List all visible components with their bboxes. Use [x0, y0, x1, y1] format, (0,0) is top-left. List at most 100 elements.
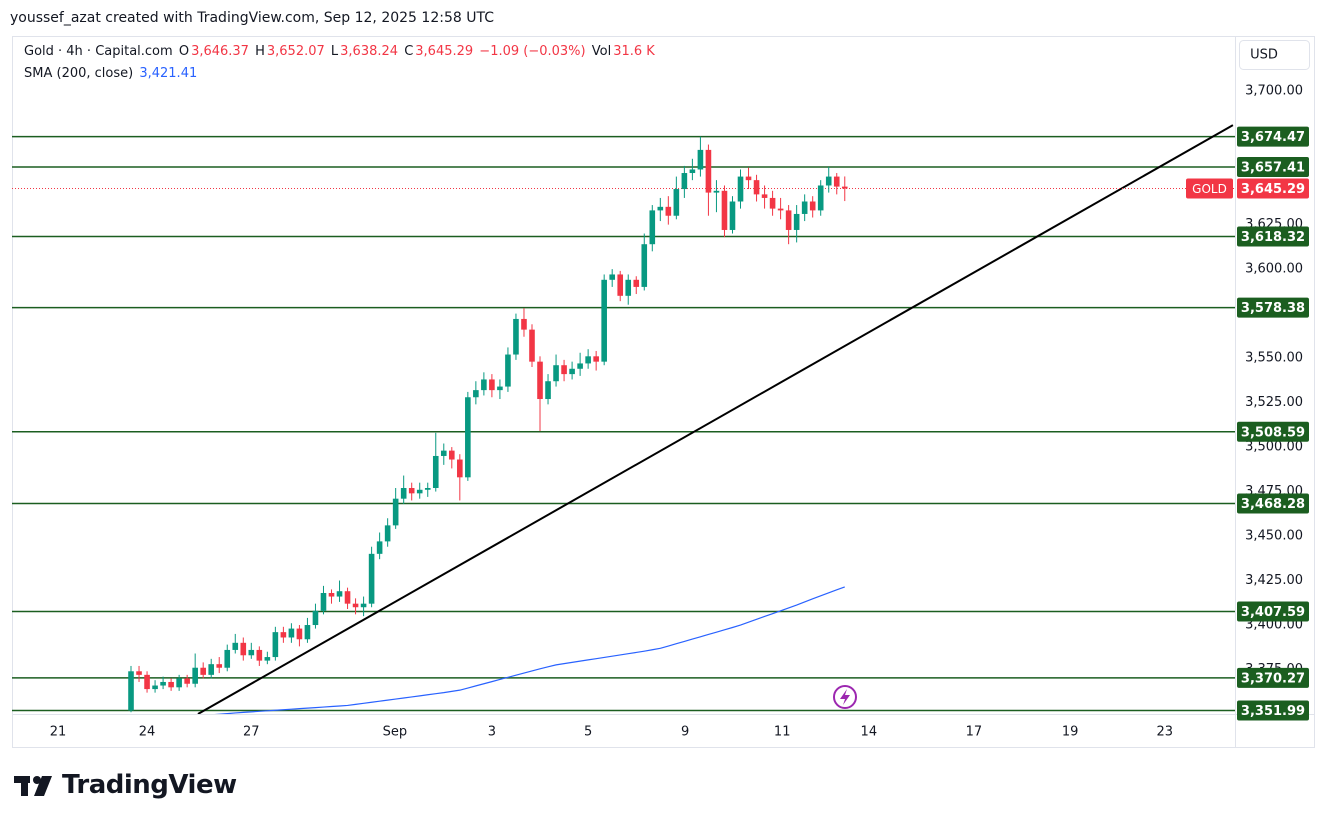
last-price-name-tag [1186, 178, 1233, 199]
candle-body [457, 459, 463, 478]
candle-body [705, 149, 712, 193]
x-tick-label: 11 [774, 725, 791, 740]
candle-body [392, 498, 399, 526]
ohlc-value: 3,645.29 [415, 44, 474, 59]
level-tag [1237, 156, 1309, 177]
candle-body [721, 190, 728, 230]
x-tick-label: 9 [681, 725, 689, 740]
candle-body [785, 210, 792, 230]
candle-body [689, 169, 696, 174]
candle-body [320, 592, 327, 611]
y-tick-label: 3,425.00 [1245, 573, 1303, 588]
candle-body [513, 318, 519, 355]
brand-logo [14, 776, 52, 796]
candle-body [152, 685, 158, 690]
candle-body [328, 592, 335, 597]
volume-key: Vol [591, 44, 612, 59]
candle-body [625, 279, 632, 296]
candle-body [352, 603, 359, 608]
candle-body [288, 628, 295, 638]
candle-body [657, 206, 664, 211]
currency-label: USD [1250, 48, 1278, 63]
candle-body [609, 274, 615, 280]
ohlc-value: 3,638.24 [340, 44, 399, 59]
candle-body [545, 381, 551, 400]
candle-body [681, 173, 688, 190]
candle-body [825, 176, 832, 186]
candle-body [136, 671, 142, 675]
candle-body [489, 379, 495, 391]
candle-body [697, 149, 704, 170]
currency-button[interactable] [1239, 40, 1310, 70]
candle-body [649, 210, 656, 245]
sma-value: 3,421.41 [139, 66, 198, 81]
candle-body [497, 386, 503, 391]
alert-icon [833, 685, 857, 709]
level-tag-label: 3,407.59 [1241, 605, 1305, 620]
candle-body [344, 591, 351, 604]
level-tag-label: 3,351.99 [1241, 704, 1305, 719]
x-tick-label: 3 [488, 725, 496, 740]
candle-body [833, 176, 840, 187]
chart-frame [12, 36, 1315, 748]
level-tag [1237, 700, 1309, 721]
ohlc-key: H [255, 44, 265, 59]
level-tag [1237, 601, 1309, 622]
ohlc-key: C [404, 44, 414, 59]
candle-body [272, 632, 279, 658]
candle-body [641, 244, 648, 287]
x-tick-label: Sep [383, 725, 408, 740]
candle-body [593, 356, 599, 362]
y-tick-label: 3,525.00 [1245, 395, 1303, 410]
candle-body [264, 657, 271, 661]
candle-body [713, 190, 720, 193]
candle-body [128, 671, 134, 711]
x-tick-label: 14 [861, 725, 878, 740]
level-tag-label: 3,508.59 [1241, 425, 1305, 440]
level-tag-label: 3,468.28 [1241, 497, 1305, 512]
candle-body [160, 681, 166, 686]
candle-body [481, 379, 487, 391]
ohlc-key: O [178, 44, 190, 59]
candle-body [256, 649, 263, 661]
header: youssef_azat created with TradingView.co… [10, 10, 494, 26]
candle-body [665, 206, 672, 216]
candle-body [424, 488, 431, 490]
y-tick-label: 3,600.00 [1245, 262, 1303, 277]
candle-body [440, 450, 447, 456]
candle-body [376, 541, 383, 554]
candle-body [817, 185, 824, 211]
last-price-name: GOLD [1192, 182, 1227, 196]
candle-body [505, 354, 511, 387]
trend-line [197, 124, 1234, 714]
candle-body [400, 488, 407, 499]
y-tick-label: 3,500.00 [1245, 440, 1303, 455]
last-price-label: 3,645.29 [1241, 182, 1305, 197]
candle-body [384, 525, 391, 542]
level-tag-label: 3,578.38 [1241, 301, 1305, 316]
x-tick-label: 21 [50, 725, 67, 740]
candle-body [144, 674, 150, 690]
level-tag [1237, 226, 1309, 247]
candle-body [465, 397, 471, 478]
candle-body [745, 176, 752, 181]
candle-body [633, 279, 640, 287]
candle-body [777, 208, 784, 211]
sma-name: SMA (200, close) [24, 66, 134, 81]
candle-body [176, 678, 182, 688]
brand: TradingView [62, 770, 237, 800]
change: −1.09 (−0.03%) [479, 44, 586, 59]
candle-body [529, 329, 535, 362]
x-tick-label: 19 [1062, 725, 1079, 740]
level-tag [1237, 493, 1309, 514]
y-tick-label: 3,550.00 [1245, 351, 1303, 366]
candle-body [360, 603, 367, 608]
candle-body [793, 213, 800, 230]
candle-body [801, 201, 808, 214]
candle-body [553, 365, 559, 382]
plot-area [12, 124, 1235, 714]
last-price-tag [1237, 178, 1309, 199]
candle-body [312, 610, 319, 626]
candle-body [336, 591, 343, 597]
